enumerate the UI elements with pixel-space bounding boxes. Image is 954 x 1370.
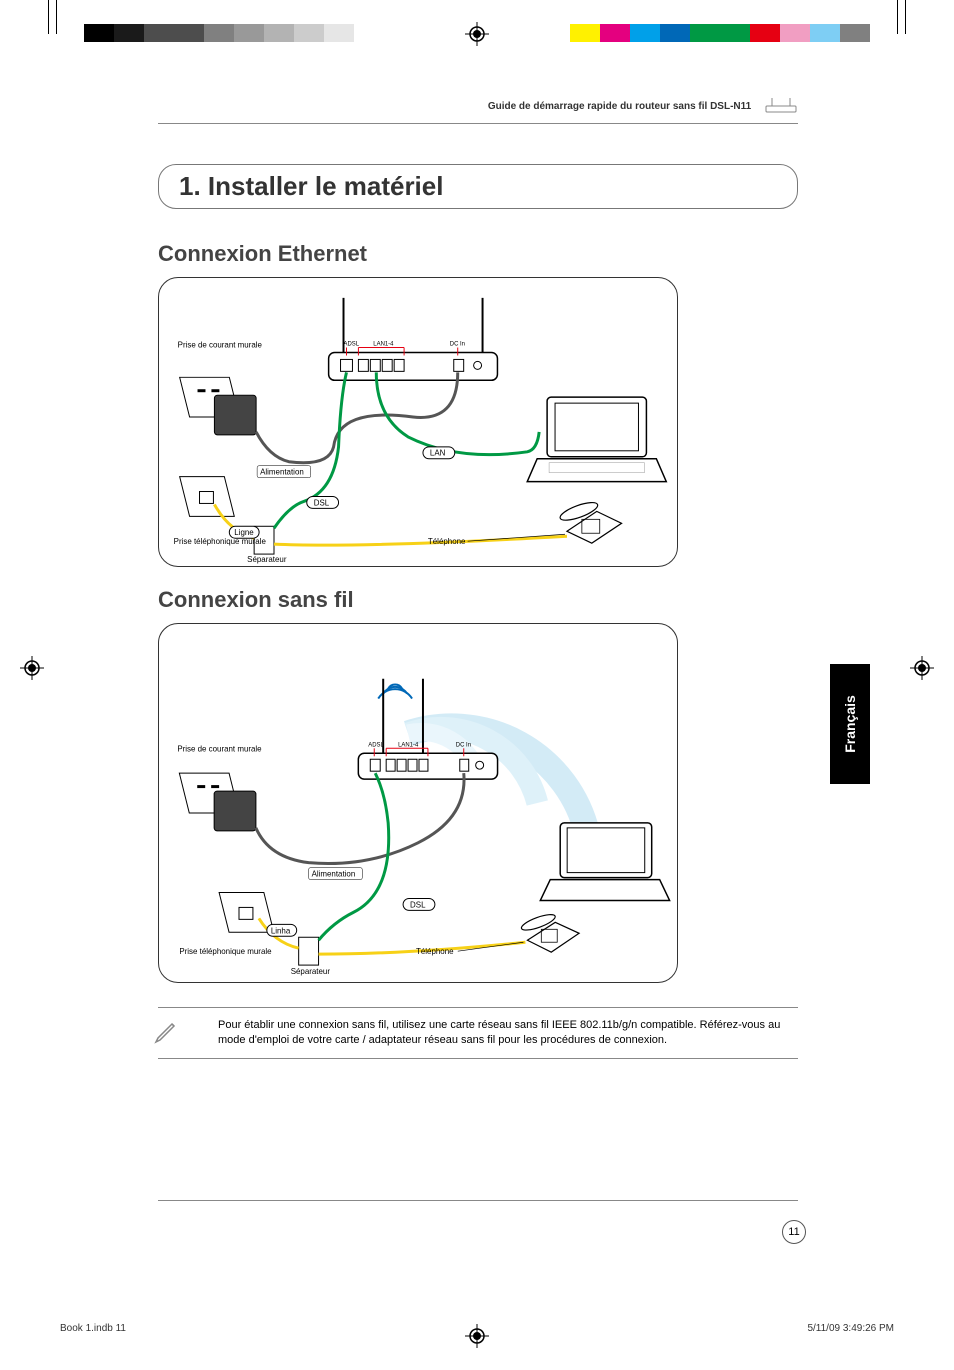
svg-text:ADSL: ADSL xyxy=(368,742,384,748)
note-block: Pour établir une connexion sans fil, uti… xyxy=(158,1007,798,1059)
svg-text:DC In: DC In xyxy=(450,342,465,348)
svg-text:Téléphone: Téléphone xyxy=(416,947,454,956)
svg-text:DSL: DSL xyxy=(410,900,426,909)
svg-text:LAN: LAN xyxy=(430,449,446,458)
svg-text:Séparateur: Séparateur xyxy=(247,555,287,564)
svg-text:Téléphone: Téléphone xyxy=(428,537,466,546)
running-head-text: Guide de démarrage rapide du routeur san… xyxy=(488,101,751,112)
svg-text:ADSL: ADSL xyxy=(344,342,360,348)
svg-text:Prise téléphonique murale: Prise téléphonique murale xyxy=(174,537,267,546)
heading-wireless: Connexion sans fil xyxy=(158,587,798,613)
svg-text:Alimentation: Alimentation xyxy=(260,468,304,477)
heading-ethernet: Connexion Ethernet xyxy=(158,241,798,267)
router-icon xyxy=(764,96,798,117)
svg-text:DC In: DC In xyxy=(456,742,471,748)
registration-mark-icon xyxy=(20,656,44,680)
registration-mark-icon xyxy=(465,22,489,46)
registration-mark-icon xyxy=(465,1324,489,1348)
registration-mark-icon xyxy=(910,656,934,680)
svg-text:Prise téléphonique murale: Prise téléphonique murale xyxy=(179,947,272,956)
svg-text:Linha: Linha xyxy=(271,926,291,935)
running-head: Guide de démarrage rapide du routeur san… xyxy=(158,96,798,124)
svg-text:LAN1-4: LAN1-4 xyxy=(373,342,394,348)
language-tab: Français xyxy=(830,664,870,784)
svg-text:Prise de courant murale: Prise de courant murale xyxy=(177,744,262,753)
page-number: 11 xyxy=(782,1220,806,1244)
footer-rule xyxy=(158,1200,798,1201)
section-title-box: 1. Installer le matériel xyxy=(158,164,798,209)
language-tab-label: Français xyxy=(842,695,858,753)
pencil-icon xyxy=(152,1018,180,1051)
section-title: 1. Installer le matériel xyxy=(179,171,777,202)
svg-text:Prise de courant murale: Prise de courant murale xyxy=(178,341,263,350)
diagram-wireless: ADSL LAN1-4 DC In xyxy=(158,623,678,983)
svg-text:Alimentation: Alimentation xyxy=(312,870,356,879)
svg-text:Ligne: Ligne xyxy=(234,528,254,537)
slug-right: 5/11/09 3:49:26 PM xyxy=(807,1323,894,1334)
diagram-ethernet: ADSL LAN1-4 DC In xyxy=(158,277,678,567)
svg-text:Séparateur: Séparateur xyxy=(291,967,331,976)
svg-text:DSL: DSL xyxy=(314,498,330,507)
print-color-bar-right xyxy=(570,24,870,42)
slug-left: Book 1.indb 11 xyxy=(60,1323,126,1334)
svg-text:LAN1-4: LAN1-4 xyxy=(398,742,419,748)
note-text: Pour établir une connexion sans fil, uti… xyxy=(218,1019,780,1046)
print-color-bar-left xyxy=(84,24,354,42)
